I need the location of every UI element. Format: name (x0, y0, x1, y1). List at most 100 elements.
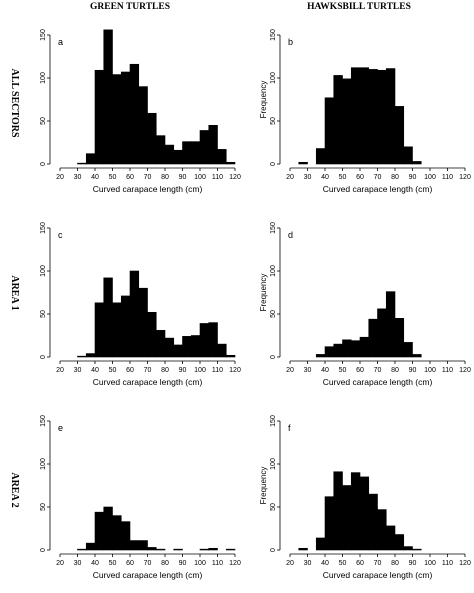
column-header-green: GREEN TURTLES (90, 2, 170, 12)
x-tick-label: 20 (286, 174, 294, 181)
histogram-bar (333, 75, 343, 165)
histogram-bar (164, 144, 175, 165)
histogram-bar (208, 547, 218, 551)
x-tick-label: 20 (286, 367, 294, 374)
histogram-bar (350, 340, 361, 358)
x-tick-label: 40 (321, 560, 329, 567)
histogram-bar (129, 540, 140, 551)
histogram-panel-d: 0 50 100 150 20 30 40 50 60 70 80 90 100 110 120 Curved… (259, 222, 471, 387)
histogram-bar (112, 515, 122, 551)
x-axis-title: Curved carapace length (cm) (93, 377, 203, 387)
histogram-bar (103, 29, 113, 165)
x-tick-label: 90 (179, 174, 187, 181)
histogram-bar (103, 506, 113, 551)
x-tick-label: 60 (356, 174, 364, 181)
histogram-bar (120, 295, 131, 358)
x-tick-label: 60 (126, 174, 134, 181)
y-tick-label: 150 (270, 415, 277, 427)
x-tick-label: 40 (91, 560, 99, 567)
y-tick-label: 100 (270, 458, 277, 470)
histogram-bar (138, 287, 148, 358)
x-tick-label: 70 (374, 174, 382, 181)
x-tick-label: 100 (194, 560, 206, 567)
histogram-bar (385, 525, 396, 551)
y-tick-label: 150 (40, 29, 47, 41)
histogram-bar (315, 354, 326, 358)
y-tick-label: 0 (40, 162, 47, 166)
histogram-bar (199, 323, 210, 358)
x-tick-label: 90 (179, 367, 187, 374)
histogram-bar (208, 125, 218, 165)
x-tick-label: 110 (212, 367, 223, 374)
x-tick-label: 80 (391, 367, 399, 374)
histogram-bar (359, 336, 370, 358)
y-tick-label: 0 (40, 548, 47, 552)
y-tick-label: 100 (270, 72, 277, 84)
histogram-bar (315, 537, 326, 551)
x-axis-title: Curved carapace length (cm) (93, 184, 203, 194)
histogram-bar (77, 355, 87, 358)
x-tick-label: 40 (91, 174, 99, 181)
histogram-bar (217, 343, 227, 358)
x-axis-title: Curved carapace length (cm) (323, 184, 433, 194)
row-header-all-sectors: ALL SECTORS (9, 68, 20, 137)
histogram-bar (190, 335, 201, 358)
histogram-bar (394, 106, 405, 165)
histogram-bar (377, 509, 387, 551)
histogram-bar (225, 548, 236, 551)
x-tick-label: 80 (391, 560, 399, 567)
histogram-bar (298, 161, 308, 165)
histogram-bar (147, 112, 157, 165)
panel-letter: f (288, 423, 291, 433)
y-axis-title: Frequency (259, 274, 268, 312)
x-tick-label: 50 (109, 367, 117, 374)
x-tick-label: 30 (304, 367, 312, 374)
x-tick-label: 110 (442, 560, 453, 567)
y-tick-label: 0 (270, 548, 277, 552)
y-tick-label: 50 (270, 503, 277, 511)
x-tick-label: 30 (304, 174, 312, 181)
x-tick-label: 120 (459, 174, 471, 181)
histogram-bar (94, 302, 105, 358)
y-tick-label: 150 (40, 222, 47, 234)
histogram-bar (324, 97, 335, 165)
histogram-panel-a: 0 50 100 150 20 30 40 50 60 70 80 90 100 110 120 Curved… (40, 29, 241, 194)
row-header-area-2: AREA 2 (9, 472, 20, 507)
x-tick-label: 40 (321, 367, 329, 374)
histogram-bar (342, 485, 352, 551)
x-tick-label: 70 (144, 174, 152, 181)
histogram-bar (85, 542, 96, 551)
histogram-bar (342, 78, 352, 165)
x-tick-label: 50 (109, 560, 117, 567)
x-tick-label: 120 (229, 367, 241, 374)
x-tick-label: 80 (161, 560, 169, 567)
column-header-hawksbill: HAWKSBILL TURTLES (307, 2, 411, 12)
x-tick-label: 20 (286, 560, 294, 567)
y-tick-label: 50 (40, 310, 47, 318)
histogram-bar (217, 149, 227, 165)
x-tick-label: 70 (374, 560, 382, 567)
histogram-bar (315, 148, 326, 165)
x-tick-label: 20 (56, 367, 64, 374)
histogram-bar (182, 336, 192, 358)
histogram-bar (350, 472, 361, 551)
histogram-bar (147, 547, 157, 551)
histogram-bar (147, 311, 157, 358)
histogram-bar (412, 548, 422, 551)
histogram-bar (199, 130, 210, 165)
y-tick-label: 50 (40, 117, 47, 125)
histogram-bar (164, 337, 175, 358)
histogram-bar (138, 86, 148, 165)
y-tick-label: 100 (270, 265, 277, 277)
histogram-bar (112, 74, 122, 165)
histogram-bar (103, 277, 113, 358)
histogram-bar (359, 476, 370, 551)
histogram-bar (155, 330, 166, 358)
x-tick-label: 100 (424, 560, 436, 567)
histogram-bar (173, 149, 183, 165)
histogram-bar (199, 548, 210, 551)
x-tick-label: 100 (194, 367, 206, 374)
histogram-bar (377, 308, 387, 358)
histogram-bar (225, 354, 236, 358)
